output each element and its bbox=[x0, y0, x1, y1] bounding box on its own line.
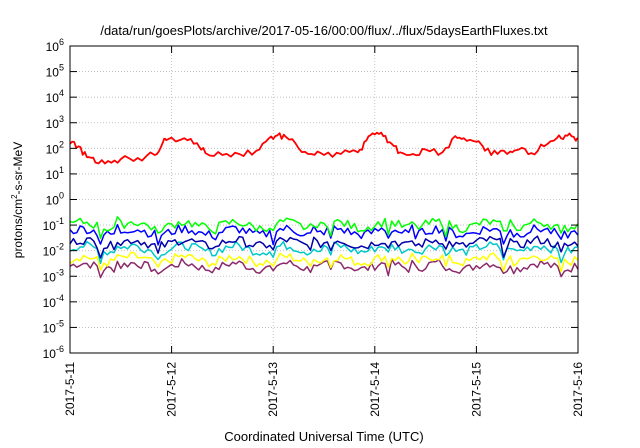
x-axis-label: Coordinated Universal Time (UTC) bbox=[224, 429, 423, 444]
y-tick-label: 100 bbox=[46, 191, 64, 208]
x-tick-label: 2017-5-12 bbox=[165, 362, 179, 417]
flux-series-line bbox=[69, 223, 579, 246]
flux-series-line bbox=[69, 240, 579, 265]
grid-lines bbox=[70, 46, 578, 353]
x-axis-ticks: 2017-5-11 2017-5-12 2017-5-13 2017-5-14 2017… bbox=[63, 46, 585, 417]
y-axis-label: protons/cm2-s-sr-MeV bbox=[10, 142, 25, 258]
x-tick-label: 2017-5-14 bbox=[368, 362, 382, 417]
series-lines bbox=[69, 131, 579, 279]
flux-series-line bbox=[69, 216, 579, 240]
y-tick-label: 10-6 bbox=[43, 344, 64, 361]
flux-series-line bbox=[69, 258, 579, 279]
x-tick-label: 2017-5-16 bbox=[571, 362, 585, 417]
plot-frame bbox=[69, 45, 579, 354]
y-tick-label: 106 bbox=[46, 37, 64, 54]
flux-series-line bbox=[69, 251, 579, 273]
y-tick-label: 10-3 bbox=[43, 267, 64, 284]
x-tick-label: 2017-5-11 bbox=[63, 362, 77, 416]
y-tick-label: 105 bbox=[46, 63, 64, 80]
x-tick-label: 2017-5-15 bbox=[469, 362, 483, 417]
y-tick-label: 10-5 bbox=[43, 318, 64, 335]
chart-title: /data/run/goesPlots/archive/2017-05-16/0… bbox=[100, 23, 548, 38]
y-tick-label: 10-1 bbox=[43, 216, 64, 233]
y-tick-label: 101 bbox=[46, 165, 64, 182]
y-tick-label: 103 bbox=[46, 114, 64, 131]
flux-series-line bbox=[69, 131, 579, 165]
y-tick-label: 10-4 bbox=[43, 293, 64, 310]
y-tick-label: 10-2 bbox=[43, 242, 64, 259]
y-tick-label: 102 bbox=[46, 139, 64, 156]
y-tick-label: 104 bbox=[46, 88, 64, 105]
x-tick-label: 2017-5-13 bbox=[266, 362, 280, 417]
flux-series-line bbox=[69, 235, 579, 259]
y-axis-ticks: 10-6 10-5 10-4 10-3 10-2 10-1 100 101 102 103 104 1… bbox=[43, 37, 578, 361]
